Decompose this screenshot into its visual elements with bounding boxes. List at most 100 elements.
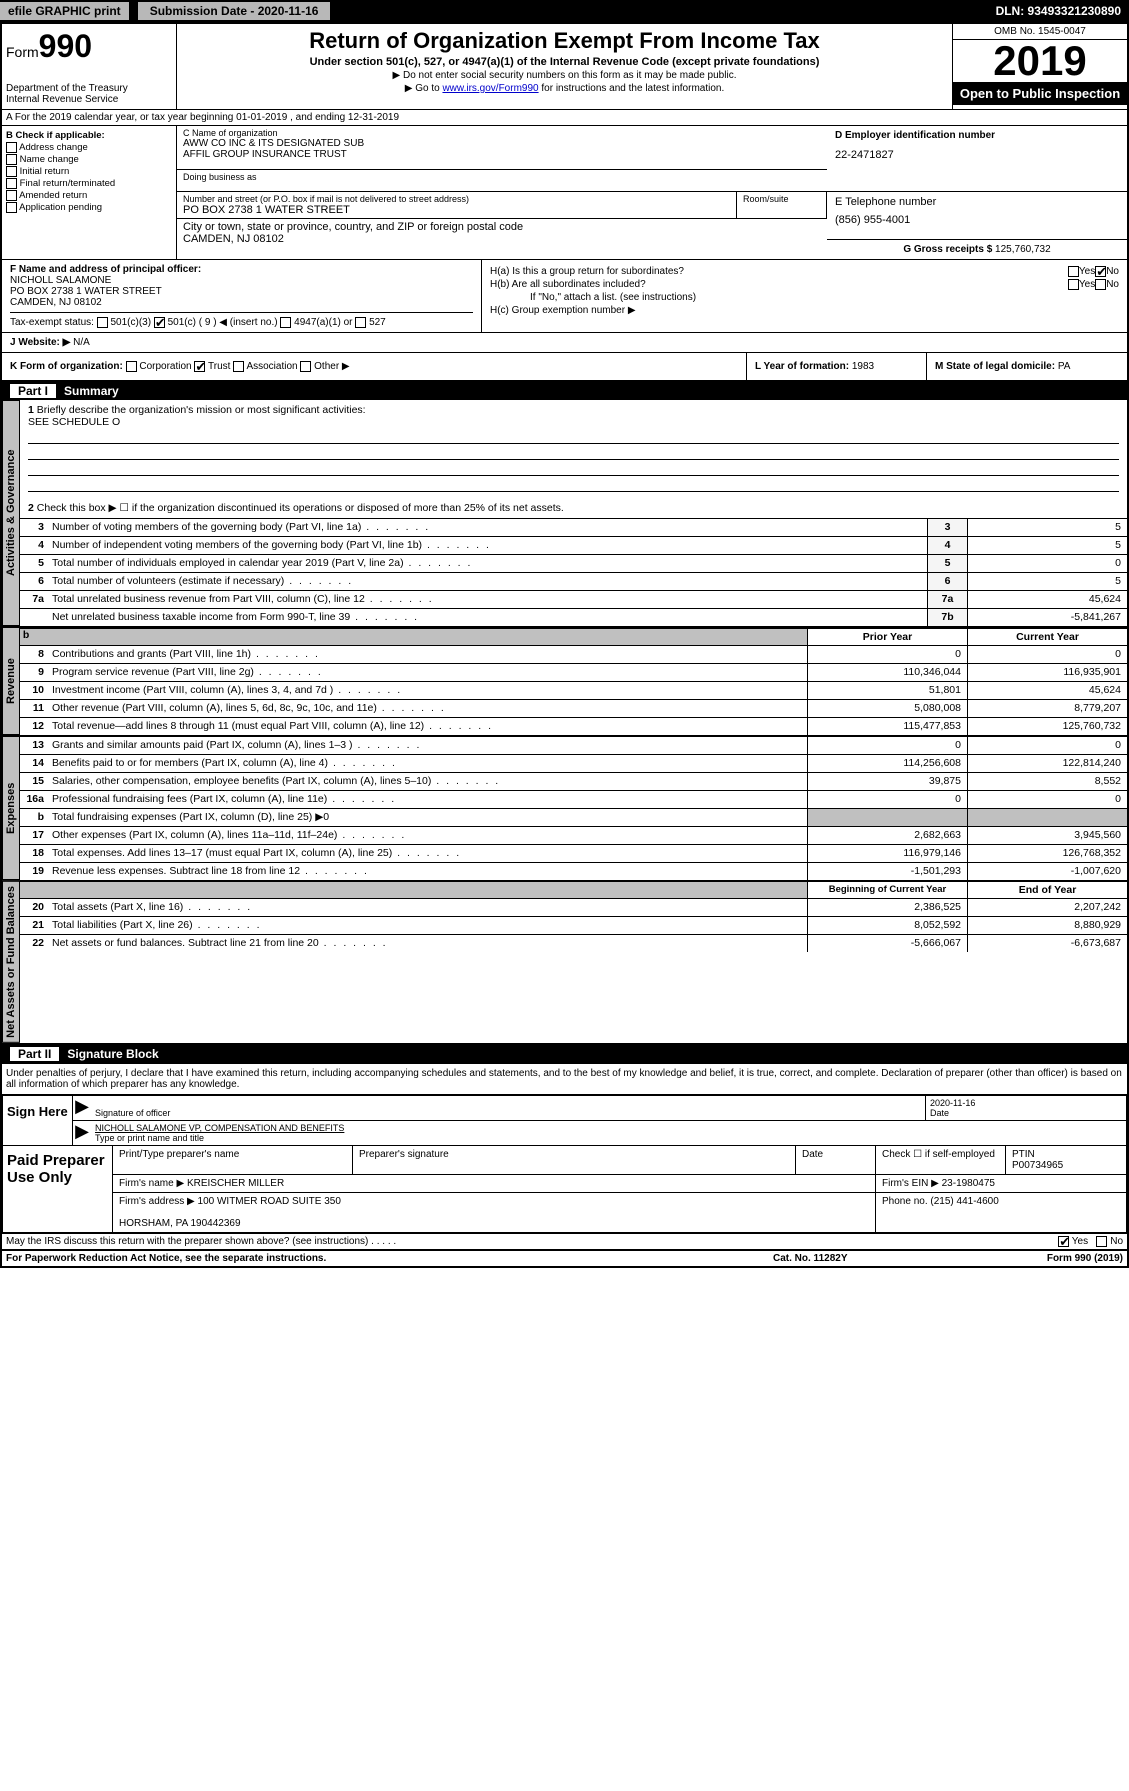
firm-address: Firm's address ▶ 100 WITMER ROAD SUITE 3…: [113, 1193, 876, 1232]
sign-here-block: Sign Here ▶ Signature of officer 2020-11…: [2, 1094, 1127, 1146]
open-public-badge: Open to Public Inspection: [953, 82, 1127, 105]
firm-name: Firm's name ▶ KREISCHER MILLER: [113, 1175, 876, 1192]
form-header: Form990 Department of the Treasury Inter…: [2, 24, 1127, 110]
room-label: Room/suite: [743, 194, 820, 204]
line1-desc: Briefly describe the organization's miss…: [37, 404, 366, 416]
summary-line: 5Total number of individuals employed in…: [20, 554, 1127, 572]
section-deg: D Employer identification number 22-2471…: [827, 126, 1127, 259]
section-bcd: B Check if applicable: Address change Na…: [2, 126, 1127, 260]
part2-badge: Part II: [10, 1047, 59, 1061]
summary-line: 4Number of independent voting members of…: [20, 536, 1127, 554]
summary-line: 6Total number of volunteers (estimate if…: [20, 572, 1127, 590]
section-klm: K Form of organization: Corporation Trus…: [2, 353, 1127, 382]
check-initial-return[interactable]: Initial return: [6, 166, 172, 177]
check-amended[interactable]: Amended return: [6, 190, 172, 201]
form-990: Form990 Department of the Treasury Inter…: [0, 22, 1129, 1268]
summary-line: 18Total expenses. Add lines 13–17 (must …: [20, 844, 1127, 862]
check-other[interactable]: [300, 361, 311, 372]
check-name-change[interactable]: Name change: [6, 154, 172, 165]
tab-revenue: Revenue: [2, 627, 20, 735]
hb-note: If "No," attach a list. (see instruction…: [490, 292, 1119, 303]
signature-date: 2020-11-16Date: [926, 1096, 1126, 1120]
phone-label: E Telephone number: [835, 196, 1119, 208]
section-f: F Name and address of principal officer:…: [2, 260, 482, 332]
summary-line: 22Net assets or fund balances. Subtract …: [20, 934, 1127, 952]
officer-addr: PO BOX 2738 1 WATER STREET CAMDEN, NJ 08…: [10, 286, 162, 308]
summary-line: 10Investment income (Part VIII, column (…: [20, 681, 1127, 699]
check-4947[interactable]: [280, 317, 291, 328]
part2-title: Signature Block: [67, 1047, 158, 1061]
check-501c[interactable]: [154, 317, 165, 328]
check-application-pending[interactable]: Application pending: [6, 202, 172, 213]
summary-line: 15Salaries, other compensation, employee…: [20, 772, 1127, 790]
ein-label: D Employer identification number: [835, 130, 1119, 141]
prior-year-header: Prior Year: [807, 629, 967, 645]
prep-sig-label: Preparer's signature: [353, 1146, 796, 1174]
paid-preparer-block: Paid Preparer Use Only Print/Type prepar…: [2, 1146, 1127, 1233]
footer: For Paperwork Reduction Act Notice, see …: [2, 1249, 1127, 1266]
officer-name: NICHOLL SALAMONE: [10, 275, 111, 286]
check-corp[interactable]: [126, 361, 137, 372]
ha-label: H(a) Is this a group return for subordin…: [490, 266, 1068, 277]
perjury-statement: Under penalties of perjury, I declare th…: [2, 1063, 1127, 1094]
check-final-return[interactable]: Final return/terminated: [6, 178, 172, 189]
hc-label: H(c) Group exemption number ▶: [490, 305, 1119, 316]
part1-title: Summary: [64, 384, 119, 398]
officer-type-name: NICHOLL SALAMONE VP, COMPENSATION AND BE…: [91, 1121, 1126, 1145]
header-left: Form990 Department of the Treasury Inter…: [2, 24, 177, 109]
section-fh: F Name and address of principal officer:…: [2, 260, 1127, 333]
part1-net-assets: Net Assets or Fund Balances Beginning of…: [2, 881, 1127, 1045]
top-bar: efile GRAPHIC print Submission Date - 20…: [0, 0, 1129, 22]
part1-governance: Activities & Governance 1 Briefly descri…: [2, 400, 1127, 627]
check-trust[interactable]: [194, 361, 205, 372]
org-name: AWW CO INC & ITS DESIGNATED SUB AFFIL GR…: [183, 138, 821, 160]
arrow-icon: ▶: [73, 1096, 91, 1120]
goto-line: ▶ Go to www.irs.gov/Form990 for instruct…: [181, 83, 948, 94]
ptin: PTINP00734965: [1006, 1146, 1126, 1174]
signature-field[interactable]: Signature of officer: [91, 1096, 926, 1120]
irs-link[interactable]: www.irs.gov/Form990: [442, 83, 538, 94]
line1-value: SEE SCHEDULE O: [28, 416, 120, 428]
summary-line: 13Grants and similar amounts paid (Part …: [20, 736, 1127, 754]
paid-preparer-label: Paid Preparer Use Only: [3, 1146, 113, 1232]
check-assoc[interactable]: [233, 361, 244, 372]
prep-name-label: Print/Type preparer's name: [113, 1146, 353, 1174]
summary-line: 7aTotal unrelated business revenue from …: [20, 590, 1127, 608]
dba-label: Doing business as: [177, 170, 827, 192]
submission-date[interactable]: Submission Date - 2020-11-16: [137, 1, 332, 21]
check-501c3[interactable]: [97, 317, 108, 328]
part1-badge: Part I: [10, 384, 56, 398]
efile-badge[interactable]: efile GRAPHIC print: [0, 2, 129, 20]
summary-line: 11Other revenue (Part VIII, column (A), …: [20, 699, 1127, 717]
summary-line: 16aProfessional fundraising fees (Part I…: [20, 790, 1127, 808]
addr-label: Number and street (or P.O. box if mail i…: [183, 194, 730, 204]
section-m: M State of legal domicile: PA: [927, 353, 1127, 380]
tax-exempt-label: Tax-exempt status:: [10, 317, 94, 328]
boy-header: Beginning of Current Year: [807, 882, 967, 898]
firm-ein: Firm's EIN ▶ 23-1980475: [876, 1175, 1126, 1192]
summary-line: 17Other expenses (Part IX, column (A), l…: [20, 826, 1127, 844]
part2-header: Part II Signature Block: [2, 1045, 1127, 1063]
check-address-change[interactable]: Address change: [6, 142, 172, 153]
ein-value: 22-2471827: [835, 149, 1119, 161]
f-label: F Name and address of principal officer:: [10, 264, 201, 275]
sign-here-label: Sign Here: [3, 1096, 73, 1145]
hb-label: H(b) Are all subordinates included?: [490, 279, 1068, 290]
self-employed[interactable]: Check ☐ if self-employed: [876, 1146, 1006, 1174]
spacer: [20, 882, 807, 898]
discuss-yes-no[interactable]: Yes No: [1058, 1236, 1123, 1247]
section-h: H(a) Is this a group return for subordin…: [482, 260, 1127, 332]
summary-line: 3Number of voting members of the governi…: [20, 518, 1127, 536]
discuss-question: May the IRS discuss this return with the…: [6, 1236, 1058, 1247]
header-right: OMB No. 1545-0047 2019 Open to Public In…: [952, 24, 1127, 109]
section-j: J Website: ▶ N/A: [2, 333, 1127, 353]
form-subtitle: Under section 501(c), 527, or 4947(a)(1)…: [181, 56, 948, 68]
check-527[interactable]: [355, 317, 366, 328]
name-label: C Name of organization: [183, 128, 821, 138]
prep-date-label: Date: [796, 1146, 876, 1174]
current-year-header: Current Year: [967, 629, 1127, 645]
spacer: b: [20, 629, 807, 645]
eoy-header: End of Year: [967, 882, 1127, 898]
arrow-icon: ▶: [73, 1121, 91, 1145]
form-title: Return of Organization Exempt From Incom…: [181, 28, 948, 54]
